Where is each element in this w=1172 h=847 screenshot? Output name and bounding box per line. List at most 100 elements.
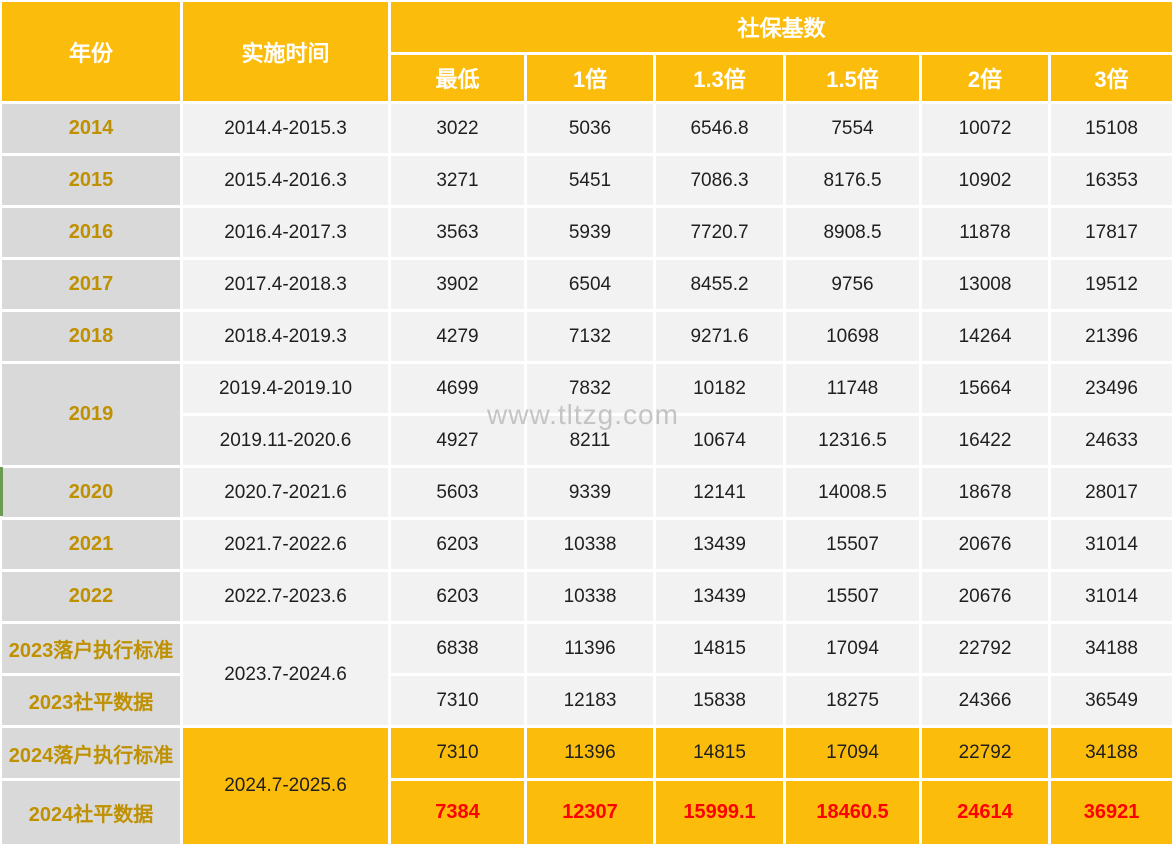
year-cell: 2014: [2, 104, 180, 153]
value-cell: 20676: [922, 572, 1048, 621]
year-cell: 2020: [2, 468, 180, 517]
table-row: 2019.11-2020.6 4927 8211 10674 12316.5 1…: [2, 416, 1172, 465]
value-cell: 22792: [922, 728, 1048, 778]
value-cell: 24633: [1051, 416, 1172, 465]
value-cell: 4279: [391, 312, 524, 361]
value-cell: 13439: [656, 520, 783, 569]
table-row: 2022 2022.7-2023.6 6203 10338 13439 1550…: [2, 572, 1172, 621]
header-group: 社保基数: [391, 2, 1172, 52]
value-cell: 16422: [922, 416, 1048, 465]
value-cell: 8176.5: [786, 156, 919, 205]
value-cell: 3902: [391, 260, 524, 309]
year-cell: 2022: [2, 572, 180, 621]
value-cell: 10182: [656, 364, 783, 413]
header-multiplier-1-3x: 1.3倍: [656, 55, 783, 101]
period-cell: 2023.7-2024.6: [183, 624, 388, 725]
value-cell: 13439: [656, 572, 783, 621]
value-cell: 3563: [391, 208, 524, 257]
year-cell: 2018: [2, 312, 180, 361]
value-cell: 7832: [527, 364, 653, 413]
value-cell: 11748: [786, 364, 919, 413]
header-multiplier-3x: 3倍: [1051, 55, 1172, 101]
value-cell: 6546.8: [656, 104, 783, 153]
period-cell: 2019.4-2019.10: [183, 364, 388, 413]
year-cell: 2017: [2, 260, 180, 309]
value-cell: 23496: [1051, 364, 1172, 413]
period-cell: 2022.7-2023.6: [183, 572, 388, 621]
period-cell: 2017.4-2018.3: [183, 260, 388, 309]
value-cell: 8211: [527, 416, 653, 465]
header-year: 年份: [2, 2, 180, 101]
value-cell: 34188: [1051, 728, 1172, 778]
value-cell: 14815: [656, 624, 783, 673]
value-cell: 7720.7: [656, 208, 783, 257]
value-cell: 5451: [527, 156, 653, 205]
value-cell: 12316.5: [786, 416, 919, 465]
value-cell: 10674: [656, 416, 783, 465]
value-cell: 12307: [527, 781, 653, 844]
value-cell: 13008: [922, 260, 1048, 309]
value-cell: 28017: [1051, 468, 1172, 517]
value-cell: 15664: [922, 364, 1048, 413]
value-cell: 7384: [391, 781, 524, 844]
table-row: 2021 2021.7-2022.6 6203 10338 13439 1550…: [2, 520, 1172, 569]
green-stripe: [0, 467, 3, 516]
value-cell: 14008.5: [786, 468, 919, 517]
value-cell: 10698: [786, 312, 919, 361]
year-cell: 2024落户执行标准: [2, 728, 180, 778]
value-cell: 10902: [922, 156, 1048, 205]
value-cell: 11396: [527, 624, 653, 673]
value-cell: 14264: [922, 312, 1048, 361]
value-cell: 7132: [527, 312, 653, 361]
value-cell: 4699: [391, 364, 524, 413]
value-cell: 15108: [1051, 104, 1172, 153]
value-cell: 7086.3: [656, 156, 783, 205]
year-cell: 2024社平数据: [2, 781, 180, 844]
value-cell: 17817: [1051, 208, 1172, 257]
value-cell: 24614: [922, 781, 1048, 844]
value-cell: 3271: [391, 156, 524, 205]
header-multiplier-1x: 1倍: [527, 55, 653, 101]
value-cell: 18275: [786, 676, 919, 725]
value-cell: 36549: [1051, 676, 1172, 725]
table-row: 2018 2018.4-2019.3 4279 7132 9271.6 1069…: [2, 312, 1172, 361]
value-cell: 14815: [656, 728, 783, 778]
table-row: 2023社平数据 7310 12183 15838 18275 24366 36…: [2, 676, 1172, 725]
value-cell: 6203: [391, 520, 524, 569]
value-cell: 22792: [922, 624, 1048, 673]
period-cell: 2014.4-2015.3: [183, 104, 388, 153]
value-cell: 7554: [786, 104, 919, 153]
value-cell: 17094: [786, 624, 919, 673]
year-cell: 2019: [2, 364, 180, 465]
year-cell: 2016: [2, 208, 180, 257]
value-cell: 6504: [527, 260, 653, 309]
table-row: 2017 2017.4-2018.3 3902 6504 8455.2 9756…: [2, 260, 1172, 309]
value-cell: 7310: [391, 676, 524, 725]
value-cell: 11396: [527, 728, 653, 778]
value-cell: 5603: [391, 468, 524, 517]
value-cell: 9271.6: [656, 312, 783, 361]
year-cell: 2015: [2, 156, 180, 205]
value-cell: 31014: [1051, 520, 1172, 569]
value-cell: 8908.5: [786, 208, 919, 257]
value-cell: 19512: [1051, 260, 1172, 309]
value-cell: 17094: [786, 728, 919, 778]
value-cell: 6838: [391, 624, 524, 673]
header-multiplier-2x: 2倍: [922, 55, 1048, 101]
value-cell: 10338: [527, 520, 653, 569]
value-cell: 36921: [1051, 781, 1172, 844]
value-cell: 10338: [527, 572, 653, 621]
value-cell: 15838: [656, 676, 783, 725]
year-cell: 2023社平数据: [2, 676, 180, 725]
table-row: 2024落户执行标准 2024.7-2025.6 7310 11396 1481…: [2, 728, 1172, 844]
year-cell: 2021: [2, 520, 180, 569]
value-cell: 4927: [391, 416, 524, 465]
value-cell: 10072: [922, 104, 1048, 153]
value-cell: 3022: [391, 104, 524, 153]
value-cell: 34188: [1051, 624, 1172, 673]
value-cell: 15507: [786, 520, 919, 569]
period-cell: 2021.7-2022.6: [183, 520, 388, 569]
header-multiplier-1-5x: 1.5倍: [786, 55, 919, 101]
table-row: 2015 2015.4-2016.3 3271 5451 7086.3 8176…: [2, 156, 1172, 205]
value-cell: 18678: [922, 468, 1048, 517]
